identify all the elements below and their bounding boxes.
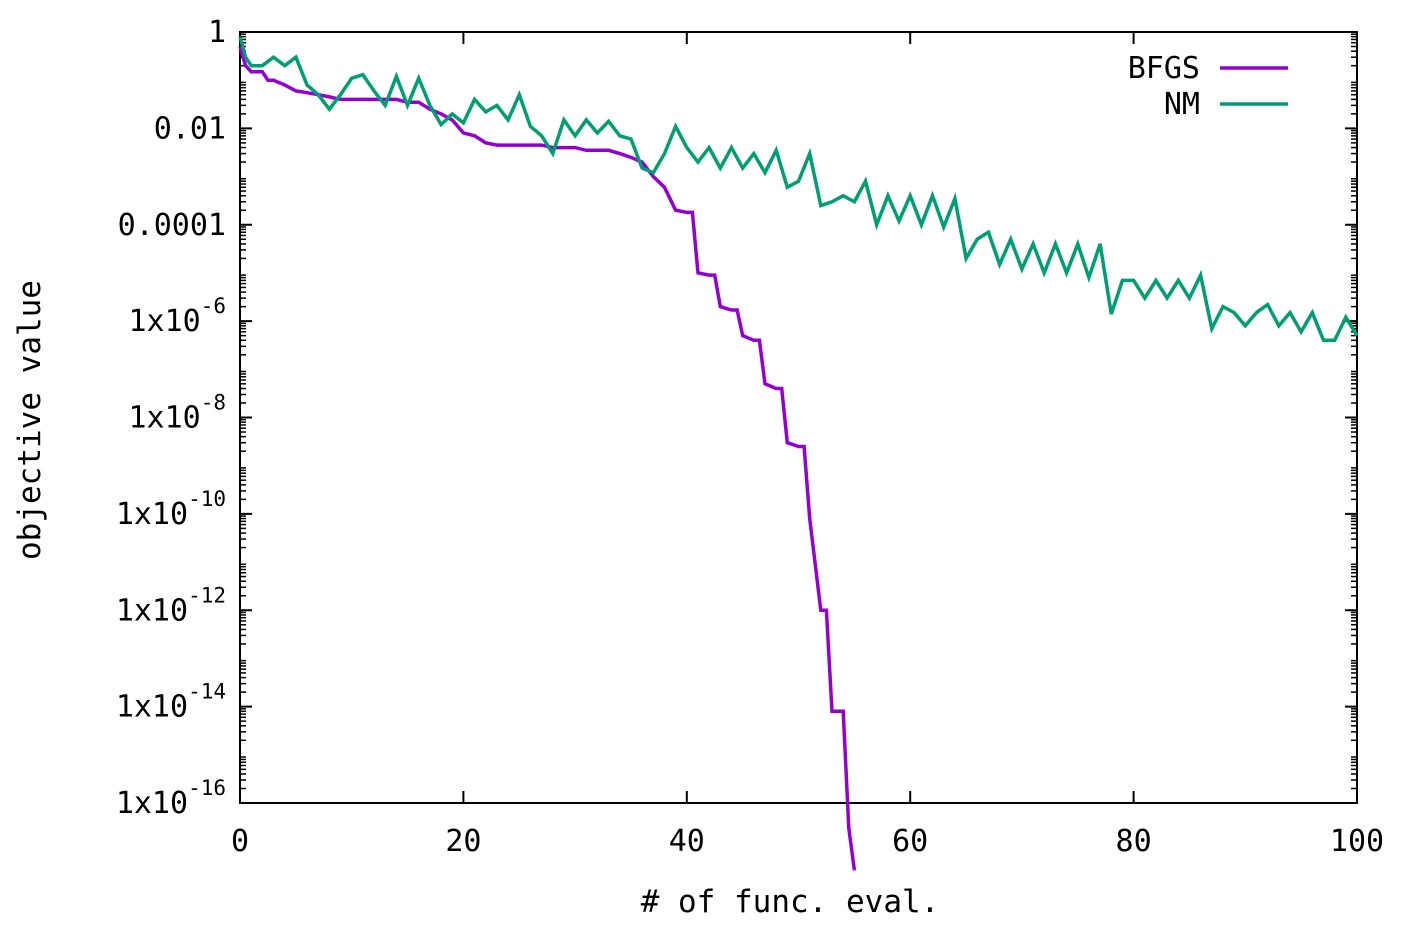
y-tick-label-exponent: -14 (188, 680, 226, 704)
y-tick-label: 1x10-8 (128, 391, 226, 436)
y-tick-label: 0.01 (154, 111, 226, 146)
y-axis-ticks: 10.010.00011x10-61x10-81x10-101x10-121x1… (116, 15, 1357, 821)
y-tick-label-base: 1x10 (128, 304, 200, 339)
legend-label: NM (1164, 87, 1200, 122)
x-tick-label: 20 (445, 824, 481, 859)
x-tick-label: 40 (669, 824, 705, 859)
y-tick-label: 1x10-6 (128, 294, 226, 339)
y-tick-label: 1x10-10 (116, 487, 226, 532)
x-axis-ticks: 0 20 40 60 80 100 (231, 32, 1384, 859)
x-tick-label: 60 (892, 824, 928, 859)
series-lines (238, 36, 1359, 871)
y-tick-label: 1x10-16 (116, 776, 226, 821)
x-axis-title: # of func. eval. (641, 884, 940, 920)
y-tick-label-base: 1x10 (116, 593, 188, 628)
y-tick-label: 1x10-12 (116, 583, 226, 628)
y-tick-label: 0.0001 (118, 208, 226, 243)
x-tick-label: 80 (1116, 824, 1152, 859)
y-tick-label-exponent: -12 (188, 583, 226, 607)
y-axis-title: objective value (12, 280, 48, 560)
y-tick-label-base: 1x10 (116, 690, 188, 725)
plot-frame (239, 31, 1358, 804)
x-tick-label: 100 (1330, 824, 1384, 859)
y-tick-label-base: 1x10 (116, 497, 188, 532)
y-tick-label: 1 (208, 15, 226, 50)
y-tick-label-exponent: -10 (188, 487, 226, 511)
y-tick-label-base: 1x10 (128, 401, 200, 436)
legend-label: BFGS (1128, 51, 1200, 86)
y-tick-label-base: 1x10 (116, 786, 188, 821)
y-tick-label-exponent: -8 (201, 391, 226, 415)
y-tick-label: 1x10-14 (116, 680, 226, 725)
y-tick-label-exponent: -6 (201, 294, 226, 318)
series-line-nm (238, 36, 1359, 343)
x-tick-label: 0 (231, 824, 249, 859)
y-tick-label-exponent: -16 (188, 776, 226, 800)
